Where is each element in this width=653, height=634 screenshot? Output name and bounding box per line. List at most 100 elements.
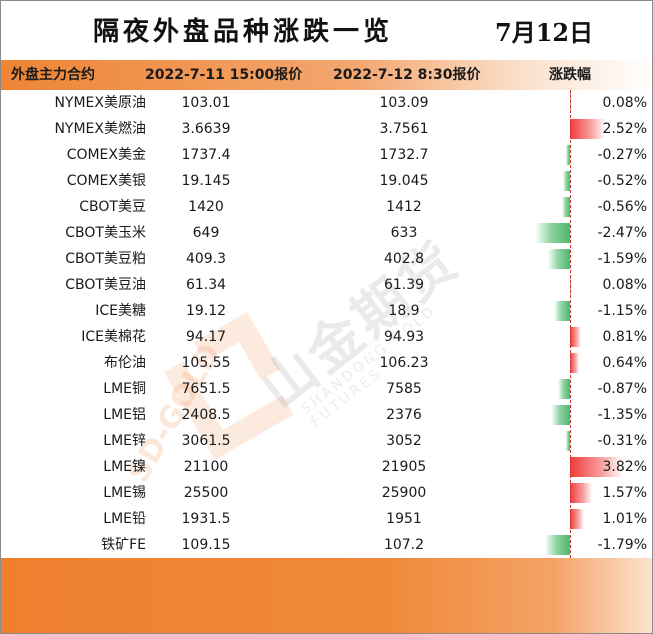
- price-prev: 21100: [183, 459, 229, 475]
- price-curr: 7585: [386, 381, 422, 397]
- price-prev: 19.12: [185, 303, 227, 319]
- contract-name: LME铜: [103, 381, 146, 397]
- header-change: 涨跌幅: [549, 67, 591, 83]
- change-bar-negative: [562, 171, 570, 191]
- change-bar-positive: [570, 509, 585, 529]
- contract-name: ICE美棉花: [81, 329, 146, 345]
- table-row: LME锡 25500 25900 1.57%: [1, 480, 652, 506]
- change-bar-positive: [570, 457, 624, 477]
- change-bar-positive: [570, 119, 606, 139]
- price-curr: 107.2: [383, 537, 425, 553]
- price-prev: 105.55: [181, 355, 231, 371]
- price-prev: 103.01: [181, 95, 231, 111]
- footer-band: [1, 558, 652, 633]
- price-curr: 18.9: [388, 303, 420, 319]
- header-price-2: 2022-7-12 8:30报价: [333, 67, 481, 83]
- price-prev: 3.6639: [181, 121, 231, 137]
- price-curr: 402.8: [383, 251, 425, 267]
- contract-name: 铁矿FE: [101, 537, 146, 553]
- change-value: 0.81%: [602, 329, 647, 345]
- price-prev: 19.145: [181, 173, 231, 189]
- change-bar-positive: [570, 353, 579, 373]
- watermark-logo-icon: [164, 312, 294, 460]
- price-prev: 1737.4: [181, 147, 231, 163]
- table-row: 铁矿FE 109.15 107.2 -1.79%: [1, 532, 652, 558]
- table-row: ICE美糖 19.12 18.9 -1.15%: [1, 298, 652, 324]
- contract-name: CBOT美豆: [79, 199, 146, 215]
- date-label: 7月12日: [495, 18, 594, 47]
- table-header: 外盘主力合约 2022-7-11 15:00报价 2022-7-12 8:30报…: [1, 60, 652, 90]
- change-bar-negative: [544, 535, 570, 555]
- table-row: COMEX美银 19.145 19.045 -0.52%: [1, 168, 652, 194]
- change-value: -0.52%: [597, 173, 647, 189]
- price-curr: 106.23: [379, 355, 429, 371]
- contract-name: CBOT美豆粕: [65, 251, 146, 267]
- contract-name: NYMEX美原油: [54, 95, 146, 111]
- change-bar-negative: [547, 249, 570, 269]
- contract-name: NYMEX美燃油: [54, 121, 146, 137]
- table-row: NYMEX美燃油 3.6639 3.7561 2.52%: [1, 116, 652, 142]
- table-row: LME铜 7651.5 7585 -0.87%: [1, 376, 652, 402]
- contract-name: LME锡: [103, 485, 146, 501]
- table-row: LME铝 2408.5 2376 -1.35%: [1, 402, 652, 428]
- change-value: -1.15%: [597, 303, 647, 319]
- zero-axis: [570, 90, 571, 558]
- price-curr: 1951: [386, 511, 422, 527]
- change-bar-negative: [551, 405, 570, 425]
- change-bar-positive: [570, 483, 592, 503]
- contract-name: ICE美糖: [95, 303, 146, 319]
- contract-name: CBOT美豆油: [65, 277, 146, 293]
- table-row: LME镍 21100 21905 3.82%: [1, 454, 652, 480]
- price-curr: 61.39: [383, 277, 425, 293]
- contract-name: LME镍: [103, 459, 146, 475]
- price-curr: 3052: [386, 433, 422, 449]
- table-row: LME铅 1931.5 1951 1.01%: [1, 506, 652, 532]
- price-prev: 109.15: [181, 537, 231, 553]
- change-bar-negative: [557, 379, 570, 399]
- price-prev: 61.34: [185, 277, 227, 293]
- contract-name: COMEX美银: [66, 173, 146, 189]
- price-curr: 21905: [381, 459, 427, 475]
- price-curr: 25900: [381, 485, 427, 501]
- table-row: CBOT美豆粕 409.3 402.8 -1.59%: [1, 246, 652, 272]
- table-row: CBOT美豆 1420 1412 -0.56%: [1, 194, 652, 220]
- contract-name: LME锌: [103, 433, 146, 449]
- header-contract: 外盘主力合约: [11, 67, 95, 83]
- table-row: COMEX美金 1737.4 1732.7 -0.27%: [1, 142, 652, 168]
- change-value: 0.64%: [602, 355, 647, 371]
- contract-name: CBOT美玉米: [65, 225, 146, 241]
- table-row: CBOT美豆油 61.34 61.39 0.08%: [1, 272, 652, 298]
- price-prev: 7651.5: [181, 381, 231, 397]
- price-curr: 3.7561: [379, 121, 429, 137]
- table-row: ICE美棉花 94.17 94.93 0.81%: [1, 324, 652, 350]
- table-row: NYMEX美原油 103.01 103.09 0.08%: [1, 90, 652, 116]
- change-bar-negative: [566, 145, 570, 165]
- contract-name: COMEX美金: [66, 147, 146, 163]
- contract-name: LME铝: [103, 407, 146, 423]
- change-bar-negative: [535, 223, 570, 243]
- change-value: -2.47%: [597, 225, 647, 241]
- change-value: -0.87%: [597, 381, 647, 397]
- change-value: -1.59%: [597, 251, 647, 267]
- change-value: 1.01%: [602, 511, 647, 527]
- price-prev: 649: [192, 225, 220, 241]
- change-bar-negative: [553, 301, 570, 321]
- contract-name: 布伦油: [104, 355, 146, 371]
- change-value: -1.79%: [597, 537, 647, 553]
- price-curr: 633: [390, 225, 418, 241]
- contract-name: LME铅: [103, 511, 146, 527]
- table-row: CBOT美玉米 649 633 -2.47%: [1, 220, 652, 246]
- change-value: -0.31%: [597, 433, 647, 449]
- change-value: -0.56%: [597, 199, 647, 215]
- change-value: 3.82%: [602, 459, 647, 475]
- change-bar-negative: [562, 197, 570, 217]
- price-curr: 1732.7: [379, 147, 429, 163]
- table-body: NYMEX美原油 103.01 103.09 0.08% NYMEX美燃油 3.6639 3…: [1, 90, 652, 558]
- change-value: -1.35%: [597, 407, 647, 423]
- price-prev: 25500: [183, 485, 229, 501]
- price-curr: 19.045: [379, 173, 429, 189]
- price-prev: 3061.5: [181, 433, 231, 449]
- price-prev: 1931.5: [181, 511, 231, 527]
- change-bar-negative: [565, 431, 570, 451]
- table-row: 布伦油 105.55 106.23 0.64%: [1, 350, 652, 376]
